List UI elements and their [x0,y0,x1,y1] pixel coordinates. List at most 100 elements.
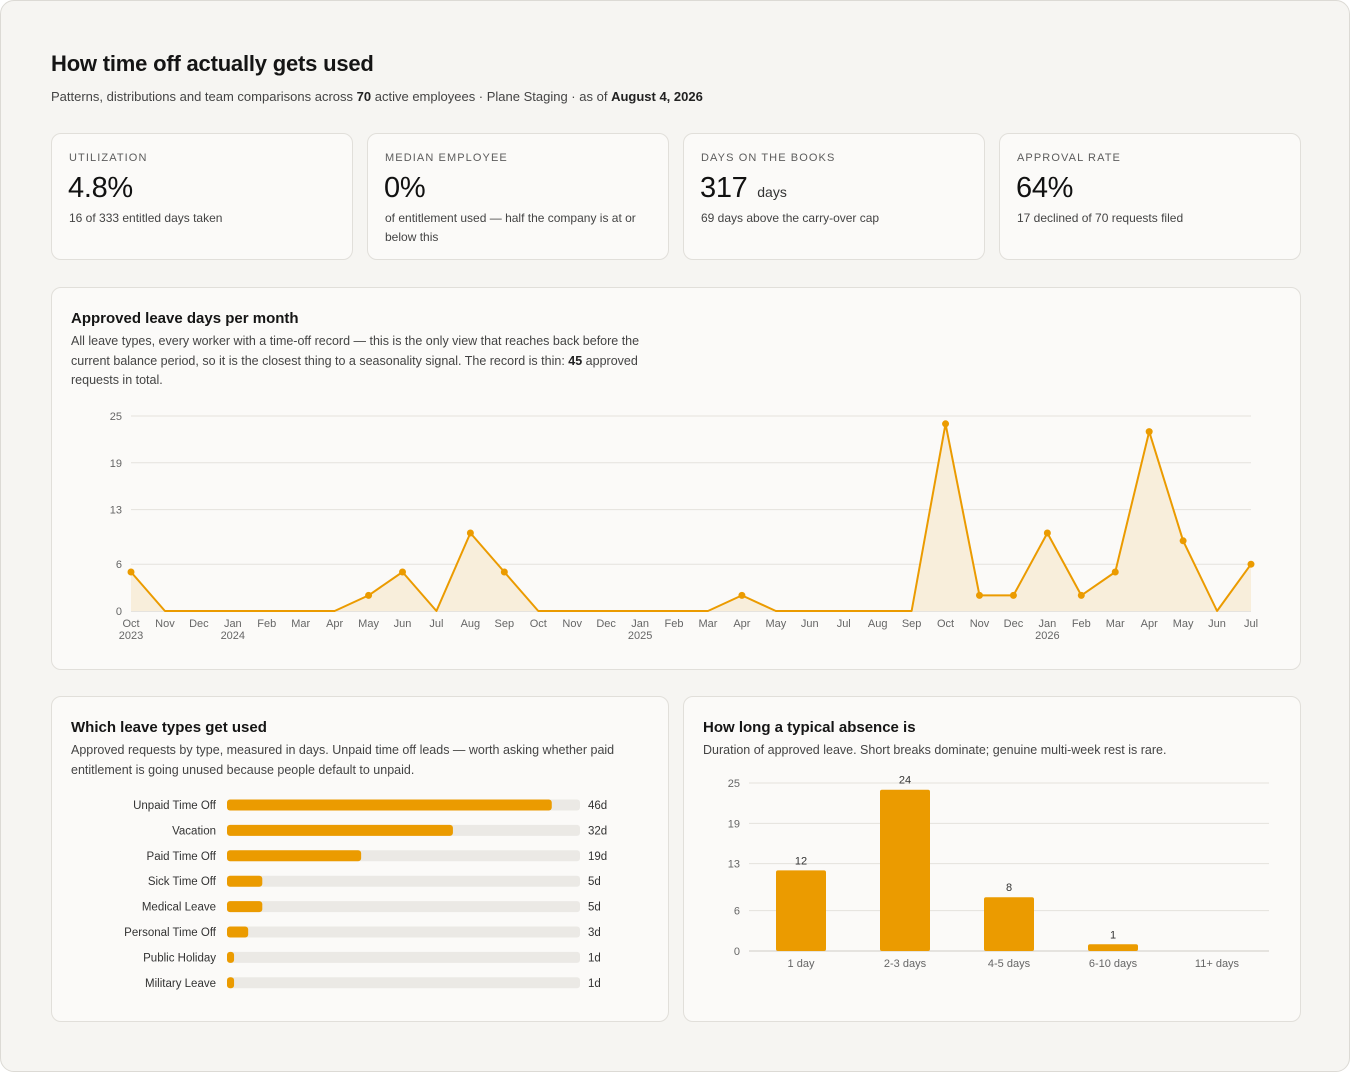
y-tick-label: 0 [734,946,740,958]
data-point [399,568,407,576]
x-tick-label: 4-5 days [988,958,1031,970]
bar-track [227,926,580,938]
kpi-note: 17 declined of 70 requests filed [1017,211,1184,225]
approved-request-count: 45 [568,353,583,368]
x-tick-label: Dec [189,618,209,630]
desc-text: All leave types, every worker with a tim… [71,334,640,368]
x-tick-label: Aug [868,618,888,630]
subtitle-prefix: Patterns, distributions and team compari… [51,89,354,104]
kpi-note: 16 of 333 entitled days taken [69,211,223,225]
data-label: 8 [1006,882,1012,894]
x-tick-label: May [1173,618,1194,630]
page-title: How time off actually gets used [51,51,374,76]
kpi-value: 64% [1016,172,1075,205]
data-point [942,420,950,428]
y-tick-label: 0 [116,606,122,618]
y-tick-label: 19 [728,818,740,830]
kpi-note: 69 days above the carry-over cap [701,211,880,225]
desc-text: approved requests in total. [71,353,638,388]
category-label: Medical Leave [142,902,216,914]
category-label: Paid Time Off [147,851,217,863]
bar [227,926,249,938]
x-tick-label: Dec [1004,618,1024,630]
kpi-card-utilization: UTILIZATION 4.8% 16 of 333 entitled days… [51,133,353,260]
x-tick-label: Feb [665,618,684,630]
bar-track [227,977,580,989]
bar [776,870,826,951]
kpi-card-approval-rate: APPROVAL RATE 64% 17 declined of 70 requ… [999,133,1301,260]
x-tick-label: Jul [429,618,443,630]
x-tick-label: 2-3 days [884,958,927,970]
x-tick-label: Sep [902,618,922,630]
value-label: 19d [588,851,607,863]
value-label: 5d [588,902,601,914]
bar [984,897,1034,951]
series-line [130,422,1252,612]
category-label: Military Leave [145,978,216,990]
category-label: Sick Time Off [148,876,217,888]
data-label: 24 [899,775,911,787]
x-tick-label: 11+ days [1195,958,1240,970]
data-point [1043,529,1051,537]
x-tick-label: Apr [733,618,750,630]
x-tick-label: Mar [291,618,310,630]
bar-track [227,951,580,963]
bar [227,901,263,913]
x-tick-label: Jan [631,618,649,630]
value-label: 46d [588,800,607,812]
x-tick-label: Nov [970,618,990,630]
data-point [1179,537,1187,545]
kpi-card-median-employee: MEDIAN EMPLOYEE 0% of entitlement used —… [367,133,669,260]
y-tick-label: 19 [110,458,122,470]
x-tick-label: Nov [155,618,175,630]
data-point [1247,560,1255,568]
bar-track [227,901,580,913]
x-tick-label: Mar [698,618,717,630]
page-subtitle: Patterns, distributions and team compari… [51,89,703,104]
y-tick-label: 6 [116,559,122,571]
data-point [1145,428,1153,436]
bar [227,977,235,989]
kpi-value: 4.8% [68,172,135,205]
bar [227,850,362,862]
kpi-number: 4.8% [68,172,133,204]
x-year-label: 2024 [221,630,245,642]
x-tick-label: Aug [461,618,481,630]
y-tick-label: 6 [734,906,740,918]
x-tick-label: Jun [394,618,412,630]
x-tick-label: 6-10 days [1089,958,1138,970]
subtitle-mid: active employees · Plane Staging · as of [374,89,608,104]
x-tick-label: 1 day [788,958,815,970]
x-tick-label: Jul [1244,618,1258,630]
y-tick-label: 25 [728,778,740,790]
data-point [1009,591,1017,599]
kpi-number: 64% [1016,172,1074,204]
value-label: 32d [588,825,607,837]
kpi-value: 317 days [700,172,787,205]
area-fill [131,423,1251,611]
x-tick-label: Sep [495,618,515,630]
kpi-unit: days [757,184,787,200]
x-tick-label: May [765,618,786,630]
kpi-label: APPROVAL RATE [1017,152,1121,164]
kpi-note: of entitlement used — half the company i… [385,211,636,244]
x-tick-label: Jan [224,618,242,630]
y-tick-label: 13 [728,859,740,871]
x-tick-label: Apr [326,618,343,630]
category-label: Unpaid Time Off [133,800,217,812]
data-point [975,591,983,599]
x-tick-label: Apr [1141,618,1158,630]
kpi-number: 0% [384,172,426,204]
category-label: Personal Time Off [124,927,217,939]
x-tick-label: Oct [122,618,139,630]
x-tick-label: Dec [596,618,616,630]
value-label: 5d [588,876,601,888]
kpi-label: UTILIZATION [69,152,148,164]
data-point [466,529,474,537]
category-label: Public Holiday [143,952,216,964]
x-year-label: 2026 [1035,630,1059,642]
bar [880,789,930,951]
bar [227,824,453,836]
kpi-value: 0% [384,172,427,205]
